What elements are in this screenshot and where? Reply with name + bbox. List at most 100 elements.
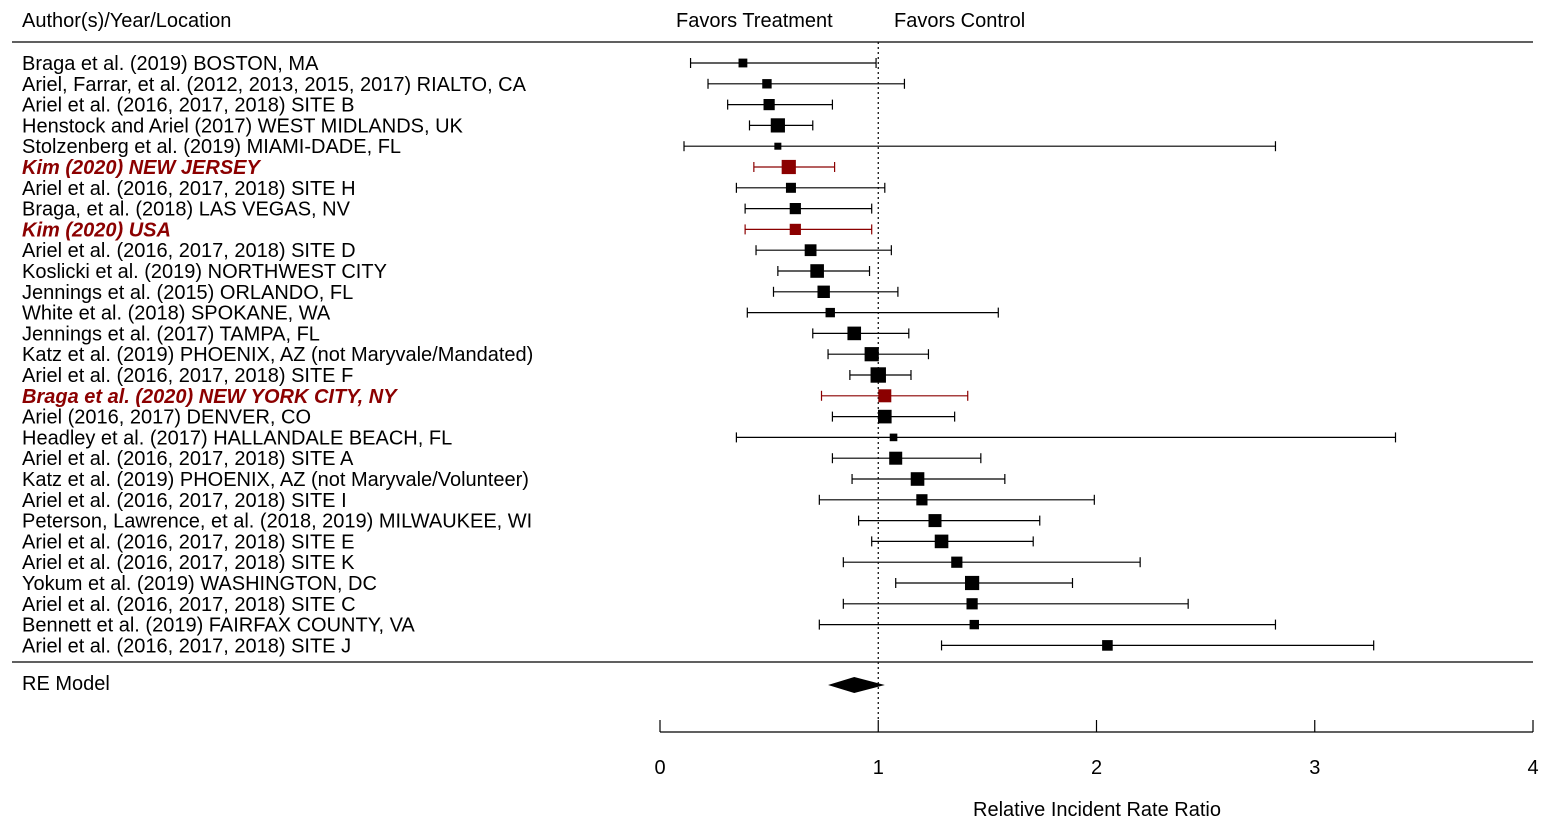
study-label: Katz et al. (2019) PHOENIX, AZ (not Mary… bbox=[22, 469, 529, 491]
x-tick-label: 2 bbox=[1091, 757, 1102, 779]
study-row: Ariel et al. (2016, 2017, 2018) SITE C bbox=[22, 594, 1189, 616]
study-row: Braga et al. (2020) NEW YORK CITY, NY bbox=[22, 386, 969, 408]
study-label: Koslicki et al. (2019) NORTHWEST CITY bbox=[22, 261, 387, 283]
study-label: Ariel et al. (2016, 2017, 2018) SITE J bbox=[22, 635, 351, 657]
study-label: Ariel et al. (2016, 2017, 2018) SITE A bbox=[22, 448, 354, 470]
study-label: Ariel et al. (2016, 2017, 2018) SITE H bbox=[22, 178, 356, 200]
study-row: Braga, et al. (2018) LAS VEGAS, NV bbox=[22, 199, 873, 221]
point-estimate bbox=[951, 556, 963, 568]
point-estimate bbox=[825, 307, 835, 318]
study-label: Kim (2020) USA bbox=[22, 219, 171, 241]
study-row: Stolzenberg et al. (2019) MIAMI-DADE, FL bbox=[22, 136, 1277, 158]
favors-control-label: Favors Control bbox=[894, 10, 1025, 32]
x-axis: 0 1 2 3 4 bbox=[654, 720, 1539, 779]
study-label: Ariel et al. (2016, 2017, 2018) SITE F bbox=[22, 365, 353, 387]
point-estimate bbox=[969, 619, 979, 630]
point-estimate bbox=[877, 409, 892, 424]
study-label: Ariel et al. (2016, 2017, 2018) SITE I bbox=[22, 490, 347, 512]
study-label: Headley et al. (2017) HALLANDALE BEACH, … bbox=[22, 427, 452, 449]
study-label: Jennings et al. (2015) ORLANDO, FL bbox=[22, 282, 353, 304]
study-row: Kim (2020) NEW JERSEY bbox=[22, 157, 836, 179]
x-tick-label: 1 bbox=[873, 757, 884, 779]
x-tick-label: 4 bbox=[1527, 757, 1538, 779]
x-tick-label: 0 bbox=[654, 757, 665, 779]
point-estimate bbox=[763, 99, 775, 111]
study-label: Braga et al. (2020) NEW YORK CITY, NY bbox=[22, 386, 398, 408]
study-row: Yokum et al. (2019) WASHINGTON, DC bbox=[22, 573, 1074, 595]
favors-treatment-label: Favors Treatment bbox=[676, 10, 833, 32]
summary-layer bbox=[828, 677, 885, 693]
summary-diamond bbox=[828, 677, 885, 693]
x-tick-label: 3 bbox=[1309, 757, 1320, 779]
point-estimate bbox=[789, 223, 801, 235]
study-label: Henstock and Ariel (2017) WEST MIDLANDS,… bbox=[22, 115, 464, 137]
study-row: Braga et al. (2019) BOSTON, MA bbox=[22, 53, 877, 75]
study-label: Ariel et al. (2016, 2017, 2018) SITE B bbox=[22, 95, 354, 117]
study-row: Jennings et al. (2017) TAMPA, FL bbox=[22, 323, 910, 345]
study-label: Peterson, Lawrence, et al. (2018, 2019) … bbox=[22, 511, 532, 533]
study-row: Kim (2020) USA bbox=[22, 219, 873, 241]
point-estimate bbox=[817, 285, 830, 298]
point-estimate bbox=[1102, 640, 1113, 651]
study-label: White et al. (2018) SPOKANE, WA bbox=[22, 303, 331, 325]
point-estimate bbox=[964, 575, 980, 591]
study-row: Ariel et al. (2016, 2017, 2018) SITE A bbox=[22, 448, 982, 470]
study-label: Bennett et al. (2019) FAIRFAX COUNTY, VA bbox=[22, 615, 415, 637]
point-estimate bbox=[738, 58, 748, 68]
study-label: Ariel et al. (2016, 2017, 2018) SITE C bbox=[22, 594, 356, 616]
point-estimate bbox=[762, 79, 772, 89]
point-estimate bbox=[889, 433, 898, 442]
study-row: Ariel et al. (2016, 2017, 2018) SITE D bbox=[22, 240, 892, 262]
study-row: Ariel et al. (2016, 2017, 2018) SITE K bbox=[22, 552, 1141, 574]
study-label: Braga et al. (2019) BOSTON, MA bbox=[22, 53, 319, 75]
study-label: Braga, et al. (2018) LAS VEGAS, NV bbox=[22, 199, 351, 221]
study-label: Stolzenberg et al. (2019) MIAMI-DADE, FL bbox=[22, 136, 401, 158]
study-row: Jennings et al. (2015) ORLANDO, FL bbox=[22, 282, 899, 304]
study-label: Ariel et al. (2016, 2017, 2018) SITE D bbox=[22, 240, 356, 262]
study-row: Ariel et al. (2016, 2017, 2018) SITE B bbox=[22, 95, 834, 117]
point-estimate bbox=[916, 494, 928, 506]
study-row: Bennett et al. (2019) FAIRFAX COUNTY, VA bbox=[22, 615, 1277, 637]
point-estimate bbox=[878, 389, 892, 403]
point-estimate bbox=[774, 142, 782, 150]
study-row: White et al. (2018) SPOKANE, WA bbox=[22, 303, 999, 325]
study-row: Ariel et al. (2016, 2017, 2018) SITE J bbox=[22, 635, 1375, 657]
point-estimate bbox=[847, 326, 862, 341]
study-label: Jennings et al. (2017) TAMPA, FL bbox=[22, 323, 320, 345]
point-estimate bbox=[928, 514, 942, 528]
study-row: Katz et al. (2019) PHOENIX, AZ (not Mary… bbox=[22, 344, 930, 366]
study-row: Peterson, Lawrence, et al. (2018, 2019) … bbox=[22, 511, 1041, 533]
study-label: Ariel et al. (2016, 2017, 2018) SITE E bbox=[22, 531, 354, 553]
point-estimate bbox=[789, 203, 801, 215]
study-label: Ariel (2016, 2017) DENVER, CO bbox=[22, 407, 311, 429]
point-estimate bbox=[781, 159, 796, 175]
point-estimate bbox=[810, 264, 824, 278]
study-label: Kim (2020) NEW JERSEY bbox=[22, 157, 262, 179]
point-estimate bbox=[804, 244, 817, 257]
point-estimate bbox=[966, 598, 978, 610]
study-row: Ariel et al. (2016, 2017, 2018) SITE H bbox=[22, 178, 886, 200]
point-estimate bbox=[934, 534, 949, 549]
author-column-header: Author(s)/Year/Location bbox=[22, 10, 231, 32]
study-row: Ariel et al. (2016, 2017, 2018) SITE E bbox=[22, 531, 1034, 553]
study-row: Ariel, Farrar, et al. (2012, 2013, 2015,… bbox=[22, 74, 906, 96]
point-estimate bbox=[870, 367, 886, 383]
re-model-label: RE Model bbox=[22, 673, 110, 695]
point-estimate bbox=[770, 118, 785, 133]
study-row: Katz et al. (2019) PHOENIX, AZ (not Mary… bbox=[22, 469, 1006, 491]
study-row: Ariel (2016, 2017) DENVER, CO bbox=[22, 407, 956, 429]
study-label: Ariel, Farrar, et al. (2012, 2013, 2015,… bbox=[22, 74, 527, 96]
study-label: Ariel et al. (2016, 2017, 2018) SITE K bbox=[22, 552, 355, 574]
study-row: Henstock and Ariel (2017) WEST MIDLANDS,… bbox=[22, 115, 814, 137]
study-label: Katz et al. (2019) PHOENIX, AZ (not Mary… bbox=[22, 344, 533, 366]
point-estimate bbox=[864, 347, 879, 362]
study-label: Yokum et al. (2019) WASHINGTON, DC bbox=[22, 573, 377, 595]
study-row: Ariel et al. (2016, 2017, 2018) SITE I bbox=[22, 490, 1095, 512]
study-row: Ariel et al. (2016, 2017, 2018) SITE F bbox=[22, 365, 912, 387]
study-row: Koslicki et al. (2019) NORTHWEST CITY bbox=[22, 261, 871, 283]
point-estimate bbox=[889, 451, 903, 465]
study-row: Headley et al. (2017) HALLANDALE BEACH, … bbox=[22, 427, 1397, 449]
point-estimate bbox=[910, 472, 925, 486]
